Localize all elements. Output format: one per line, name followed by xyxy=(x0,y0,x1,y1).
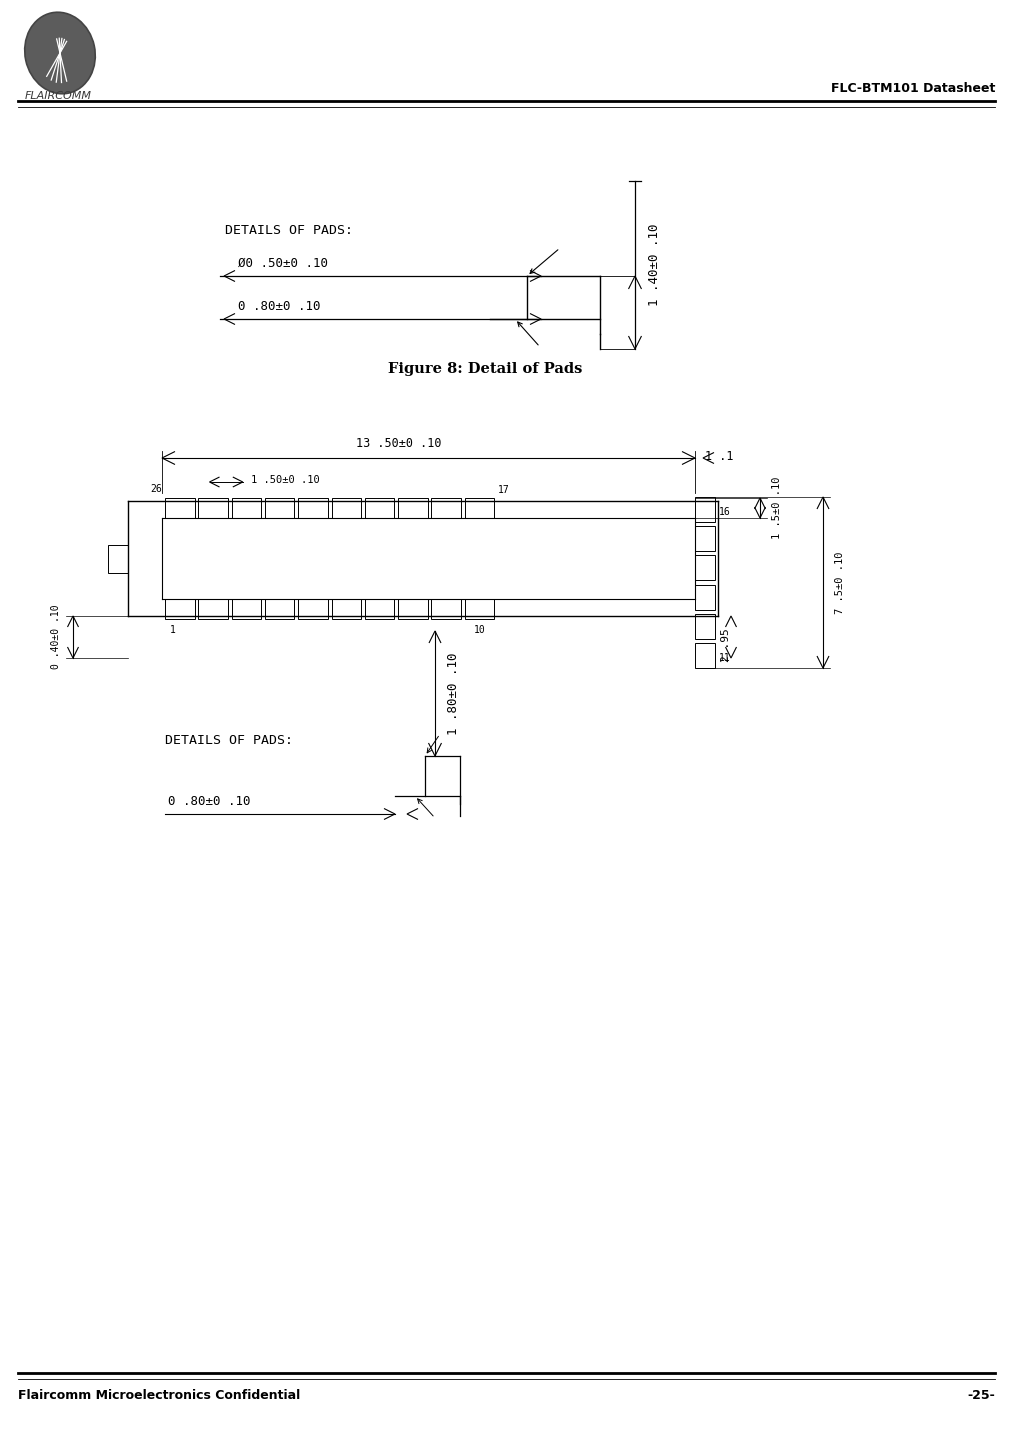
Bar xyxy=(165,599,194,620)
Text: Figure 8: Detail of Pads: Figure 8: Detail of Pads xyxy=(387,362,582,376)
Bar xyxy=(264,599,294,620)
Text: 0 .80±0 .10: 0 .80±0 .10 xyxy=(238,300,320,313)
Bar xyxy=(232,499,261,517)
Bar xyxy=(431,499,461,517)
Text: 1 .1: 1 .1 xyxy=(705,450,733,463)
Text: 1 .50±0 .10: 1 .50±0 .10 xyxy=(251,476,319,486)
Text: 0 .80±0 .10: 0 .80±0 .10 xyxy=(168,795,250,808)
Bar xyxy=(465,599,494,620)
Text: 26: 26 xyxy=(151,484,162,494)
Text: 13 .50±0 .10: 13 .50±0 .10 xyxy=(356,437,441,450)
Text: 0 .40±0 .10: 0 .40±0 .10 xyxy=(51,605,61,669)
Text: 2 .95: 2 .95 xyxy=(721,628,731,661)
Bar xyxy=(298,599,327,620)
Bar xyxy=(165,499,194,517)
Bar xyxy=(465,499,494,517)
Bar xyxy=(198,599,228,620)
Text: FLC-BTM101 Datasheet: FLC-BTM101 Datasheet xyxy=(831,82,995,95)
Ellipse shape xyxy=(24,12,96,94)
Bar xyxy=(431,599,461,620)
Bar xyxy=(332,499,361,517)
Bar xyxy=(198,499,228,517)
Text: DETAILS OF PADS:: DETAILS OF PADS: xyxy=(225,225,353,238)
Bar xyxy=(695,643,715,669)
Bar xyxy=(695,555,715,581)
Text: 1: 1 xyxy=(170,625,176,635)
Text: 10: 10 xyxy=(474,625,485,635)
Text: 11: 11 xyxy=(719,653,731,663)
Text: FLAIRCOMM: FLAIRCOMM xyxy=(25,91,92,101)
Bar xyxy=(398,499,427,517)
Bar xyxy=(232,599,261,620)
Text: Ø0 .50±0 .10: Ø0 .50±0 .10 xyxy=(238,256,328,269)
Bar xyxy=(108,545,128,572)
Text: 16: 16 xyxy=(719,507,731,517)
Bar xyxy=(365,499,395,517)
Text: DETAILS OF PADS:: DETAILS OF PADS: xyxy=(165,735,293,748)
Bar xyxy=(695,526,715,552)
Text: 1 .5±0 .10: 1 .5±0 .10 xyxy=(772,477,782,539)
Text: 7 .5±0 .10: 7 .5±0 .10 xyxy=(835,552,845,614)
Text: Flaircomm Microelectronics Confidential: Flaircomm Microelectronics Confidential xyxy=(18,1389,300,1402)
Text: 1 .40±0 .10: 1 .40±0 .10 xyxy=(648,223,661,307)
Bar xyxy=(398,599,427,620)
Bar xyxy=(365,599,395,620)
Bar xyxy=(264,499,294,517)
Bar xyxy=(695,497,715,522)
Bar xyxy=(298,499,327,517)
Text: 17: 17 xyxy=(498,486,510,496)
Text: -25-: -25- xyxy=(967,1389,995,1402)
Text: 1 .80±0 .10: 1 .80±0 .10 xyxy=(447,653,460,735)
Bar xyxy=(695,614,715,638)
Bar xyxy=(695,585,715,610)
Bar xyxy=(332,599,361,620)
